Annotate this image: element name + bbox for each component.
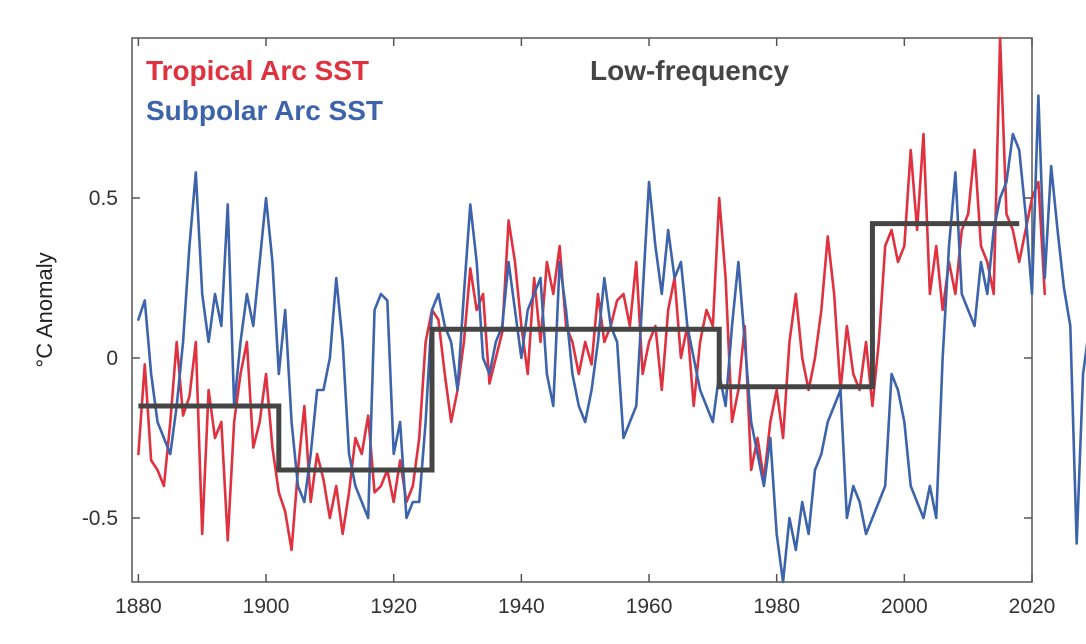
x-tick-label: 1980	[753, 595, 800, 618]
y-tick-label: -0.5	[82, 507, 118, 530]
x-tick-label: 1900	[243, 595, 290, 618]
low-frequency-step-line	[138, 221, 1020, 473]
series-line-1	[137, 94, 1086, 584]
x-tick-label: 2000	[881, 595, 928, 618]
legend-entry-1: Subpolar Arc SST	[146, 95, 383, 126]
series-line-0	[137, 36, 1047, 552]
x-tick-label: 2020	[1009, 595, 1056, 618]
y-tick-label: 0	[106, 347, 118, 370]
series-layer	[137, 36, 1086, 584]
legend-entry-2: Low-frequency	[590, 55, 790, 86]
x-tick-label: 1880	[115, 595, 162, 618]
ticks-layer: 1880 1900 1920 1940 1960 1980 2000 2020 -0.5 0 0.5	[82, 38, 1056, 618]
y-axis-title: °C Anomaly	[32, 252, 57, 367]
x-tick-label: 1940	[498, 595, 545, 618]
legend: Tropical Arc SST Subpolar Arc SST Low-freq…	[146, 55, 790, 126]
legend-entry-0: Tropical Arc SST	[146, 55, 369, 86]
y-tick-label: 0.5	[89, 187, 118, 210]
x-tick-label: 1920	[370, 595, 417, 618]
x-tick-label: 1960	[626, 595, 673, 618]
